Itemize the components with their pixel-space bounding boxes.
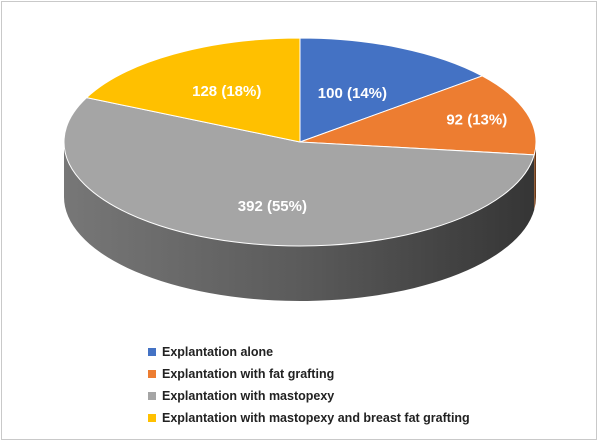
legend-swatch <box>148 392 156 400</box>
legend-label: Explantation with fat grafting <box>162 367 335 381</box>
slice-data-label: 92 (13%) <box>446 111 507 128</box>
legend-item-explantation-alone: Explantation alone <box>148 341 470 363</box>
legend-label: Explantation with mastopexy and breast f… <box>162 411 470 425</box>
legend-item-fat-grafting: Explantation with fat grafting <box>148 363 470 385</box>
slice-data-label: 100 (14%) <box>318 85 387 102</box>
slice-data-label: 392 (55%) <box>238 198 307 215</box>
legend-swatch <box>148 414 156 422</box>
legend-swatch <box>148 370 156 378</box>
legend-item-mastopexy-fat-grafting: Explantation with mastopexy and breast f… <box>148 407 470 429</box>
pie-side-segment <box>534 142 536 210</box>
legend-swatch <box>148 348 156 356</box>
pie-labels: 100 (14%) 92 (13%) 392 (55%) 128 (18%) <box>192 83 507 215</box>
pie-slice <box>299 37 484 143</box>
pie-side <box>64 142 536 301</box>
pie-top <box>63 37 537 247</box>
legend-item-mastopexy: Explantation with mastopexy <box>148 385 470 407</box>
pie-slice <box>85 37 301 143</box>
legend: Explantation alone Explantation with fat… <box>148 341 470 429</box>
pie-side-segment <box>64 142 535 301</box>
pie-slice <box>63 97 535 247</box>
legend-label: Explantation with mastopexy <box>162 389 335 403</box>
legend-label: Explantation alone <box>162 345 274 359</box>
slice-data-label: 128 (18%) <box>192 83 261 100</box>
pie-slice <box>299 75 537 156</box>
